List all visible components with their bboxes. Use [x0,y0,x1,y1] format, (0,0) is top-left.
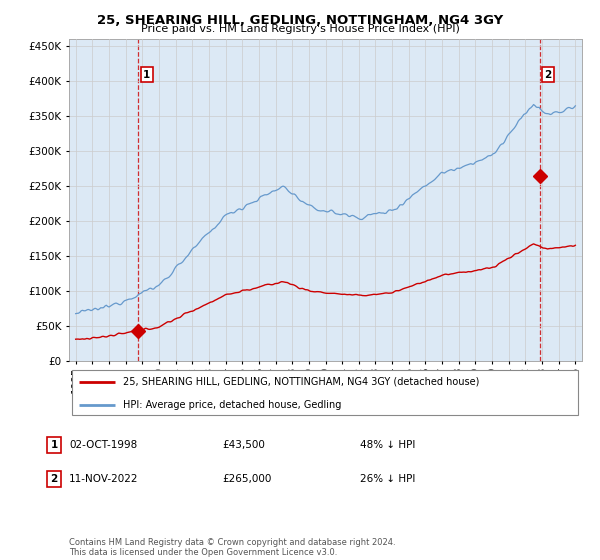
Text: 26% ↓ HPI: 26% ↓ HPI [360,474,415,484]
Text: 1: 1 [143,69,151,80]
Text: 02-OCT-1998: 02-OCT-1998 [69,440,137,450]
Text: Price paid vs. HM Land Registry's House Price Index (HPI): Price paid vs. HM Land Registry's House … [140,24,460,34]
Text: 2: 2 [545,69,552,80]
Text: HPI: Average price, detached house, Gedling: HPI: Average price, detached house, Gedl… [123,400,341,410]
Text: 2: 2 [50,474,58,484]
Text: Contains HM Land Registry data © Crown copyright and database right 2024.
This d: Contains HM Land Registry data © Crown c… [69,538,395,557]
Text: 48% ↓ HPI: 48% ↓ HPI [360,440,415,450]
Text: £265,000: £265,000 [222,474,271,484]
Text: 1: 1 [50,440,58,450]
Text: 25, SHEARING HILL, GEDLING, NOTTINGHAM, NG4 3GY (detached house): 25, SHEARING HILL, GEDLING, NOTTINGHAM, … [123,377,479,387]
Text: 25, SHEARING HILL, GEDLING, NOTTINGHAM, NG4 3GY: 25, SHEARING HILL, GEDLING, NOTTINGHAM, … [97,14,503,27]
FancyBboxPatch shape [71,370,578,415]
Text: £43,500: £43,500 [222,440,265,450]
Text: 11-NOV-2022: 11-NOV-2022 [69,474,139,484]
